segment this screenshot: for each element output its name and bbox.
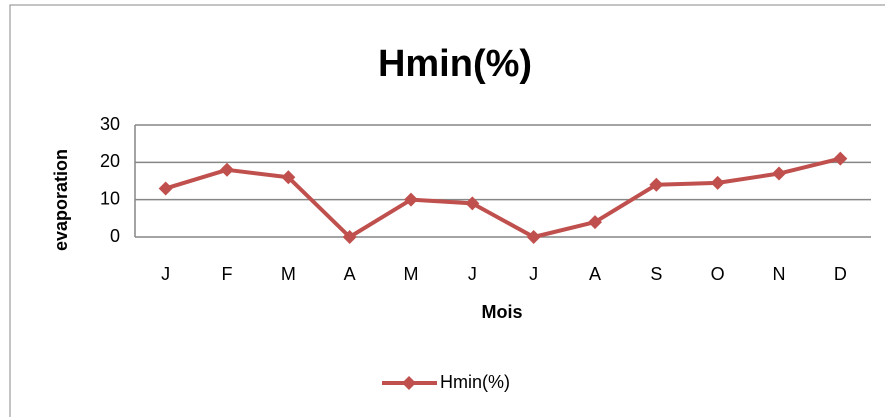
x-tick-label: F bbox=[222, 264, 233, 284]
marker bbox=[281, 170, 296, 185]
y-tick-label: 0 bbox=[110, 226, 120, 246]
y-tick-label: 30 bbox=[100, 114, 120, 134]
x-tick-label: M bbox=[281, 264, 296, 284]
x-tick-label: A bbox=[344, 264, 356, 284]
marker bbox=[649, 177, 664, 192]
x-tick-label: N bbox=[773, 264, 786, 284]
x-axis-label: Mois bbox=[481, 302, 522, 322]
y-tick-label: 20 bbox=[100, 151, 120, 171]
marker bbox=[588, 215, 602, 230]
marker bbox=[158, 181, 173, 196]
marker bbox=[710, 175, 725, 190]
x-tick-label: J bbox=[161, 264, 170, 284]
y-axis-label: evaporation bbox=[51, 149, 71, 251]
chart-title: Hmin(%) bbox=[378, 43, 532, 85]
x-tick-label: D bbox=[834, 264, 847, 284]
legend-marker bbox=[402, 376, 416, 390]
x-tick-label: J bbox=[468, 264, 477, 284]
x-tick-label: O bbox=[711, 264, 725, 284]
x-tick-label: M bbox=[404, 264, 419, 284]
series-line bbox=[165, 156, 841, 239]
marker bbox=[465, 196, 480, 211]
marker bbox=[220, 162, 234, 177]
x-tick-label: A bbox=[589, 264, 601, 284]
marker bbox=[833, 151, 848, 166]
x-tick-label: J bbox=[529, 264, 538, 284]
marker bbox=[526, 230, 541, 244]
y-tick-label: 10 bbox=[100, 188, 120, 208]
marker bbox=[342, 230, 357, 244]
x-tick-label: S bbox=[650, 264, 662, 284]
legend-label: Hmin(%) bbox=[440, 372, 510, 392]
chart-border bbox=[9, 4, 885, 417]
marker bbox=[404, 192, 418, 207]
marker bbox=[772, 166, 786, 181]
